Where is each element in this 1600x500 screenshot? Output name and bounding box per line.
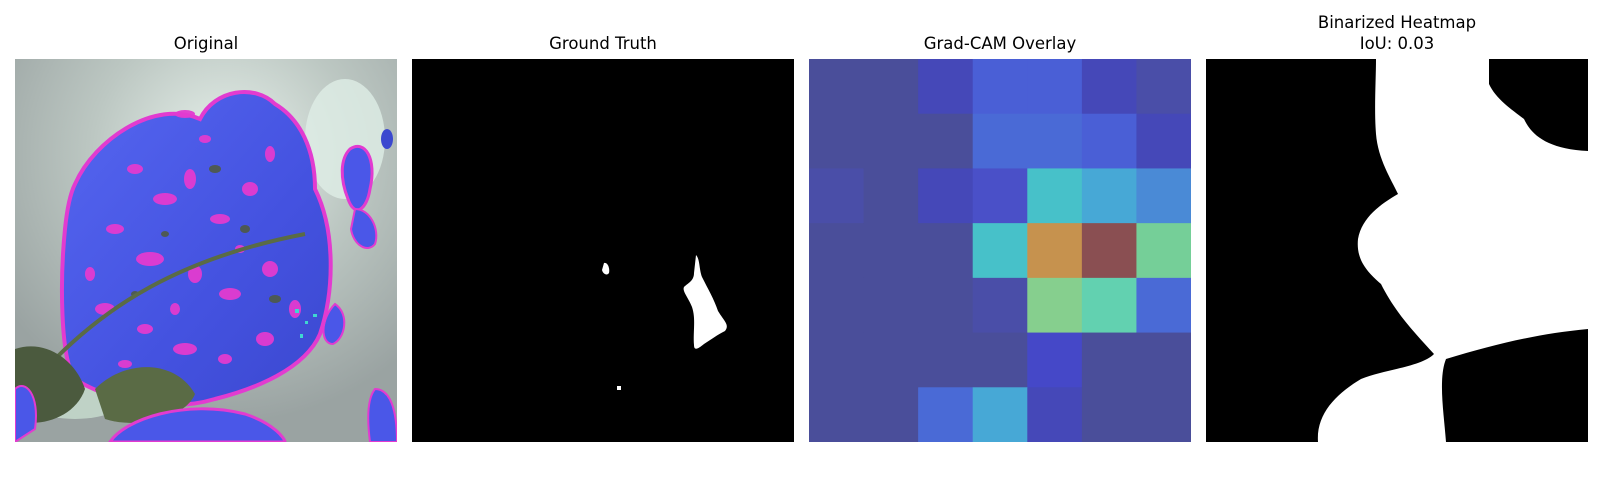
heatmap-cell [863,387,919,442]
panel-gradcam-overlay: Grad-CAM Overlay [809,0,1191,442]
heatmap-cell [972,223,1028,279]
panel-original: Original [15,0,397,442]
heatmap-cell [1136,387,1191,442]
heatmap-cell [809,168,865,224]
heatmap-cell [1027,113,1083,169]
heatmap-cell [1136,168,1191,224]
heatmap-cell [1136,113,1191,169]
heatmap-cell [972,168,1028,224]
ground-truth-mask [412,59,794,442]
heatmap-cell [1027,332,1083,388]
heatmap-cell [1027,168,1083,224]
original-image [15,59,397,442]
heatmap-cell [918,387,974,442]
heatmap-cell [972,113,1028,169]
heatmap-cell [809,223,865,279]
heatmap-cell [918,168,974,224]
heatmap-cell [1081,113,1137,169]
heatmap-cell [863,332,919,388]
heatmap-cell [1027,59,1083,115]
heatmap-cell [809,59,865,115]
heatmap-cell [918,59,974,115]
heatmap-cell [1136,277,1191,334]
heatmap-cell [1027,223,1083,279]
panel-ground-truth: Ground Truth [412,0,794,442]
heatmap-cell [1136,332,1191,388]
heatmap-cell [918,223,974,279]
heatmap-cell [863,168,919,224]
panel-title-original: Original [173,34,239,53]
heatmap-cell [918,332,974,388]
heatmap-cell [1081,387,1137,442]
heatmap-cell [809,332,865,388]
heatmap-cell [809,387,865,442]
heatmap-cell [972,387,1028,442]
panel-binarized-heatmap: Binarized Heatmap IoU: 0.03 [1206,0,1588,442]
heatmap-cell [863,59,919,115]
panel-title-binarized-heatmap: Binarized Heatmap [1317,13,1477,32]
heatmap-cell [1081,277,1137,334]
panel-title-ground-truth: Ground Truth [549,34,657,53]
iou-score: IoU: 0.03 [1359,34,1435,53]
heatmap-cell [918,277,974,334]
heatmap-cell [972,59,1028,115]
heatmap-cell [809,113,865,169]
heatmap-cell [1081,168,1137,224]
heatmap-cell [1027,277,1083,334]
heatmap-cell [863,277,919,334]
heatmap-cell [972,332,1028,388]
heatmap-cell [1081,332,1137,388]
heatmap-cell [1136,223,1191,279]
heatmap-cell [972,277,1028,334]
heatmap-cell [1081,223,1137,279]
heatmap-cell [809,277,865,334]
binarized-heatmap-mask [1206,59,1588,442]
panel-title-gradcam-overlay: Grad-CAM Overlay [923,34,1077,53]
heatmap-cell [1081,59,1137,115]
gradcam-heatmap [809,59,1191,442]
heatmap-cell [863,223,919,279]
heatmap-cell [863,113,919,169]
heatmap-cell [1136,59,1191,115]
heatmap-cell [918,113,974,169]
heatmap-cell [1027,387,1083,442]
